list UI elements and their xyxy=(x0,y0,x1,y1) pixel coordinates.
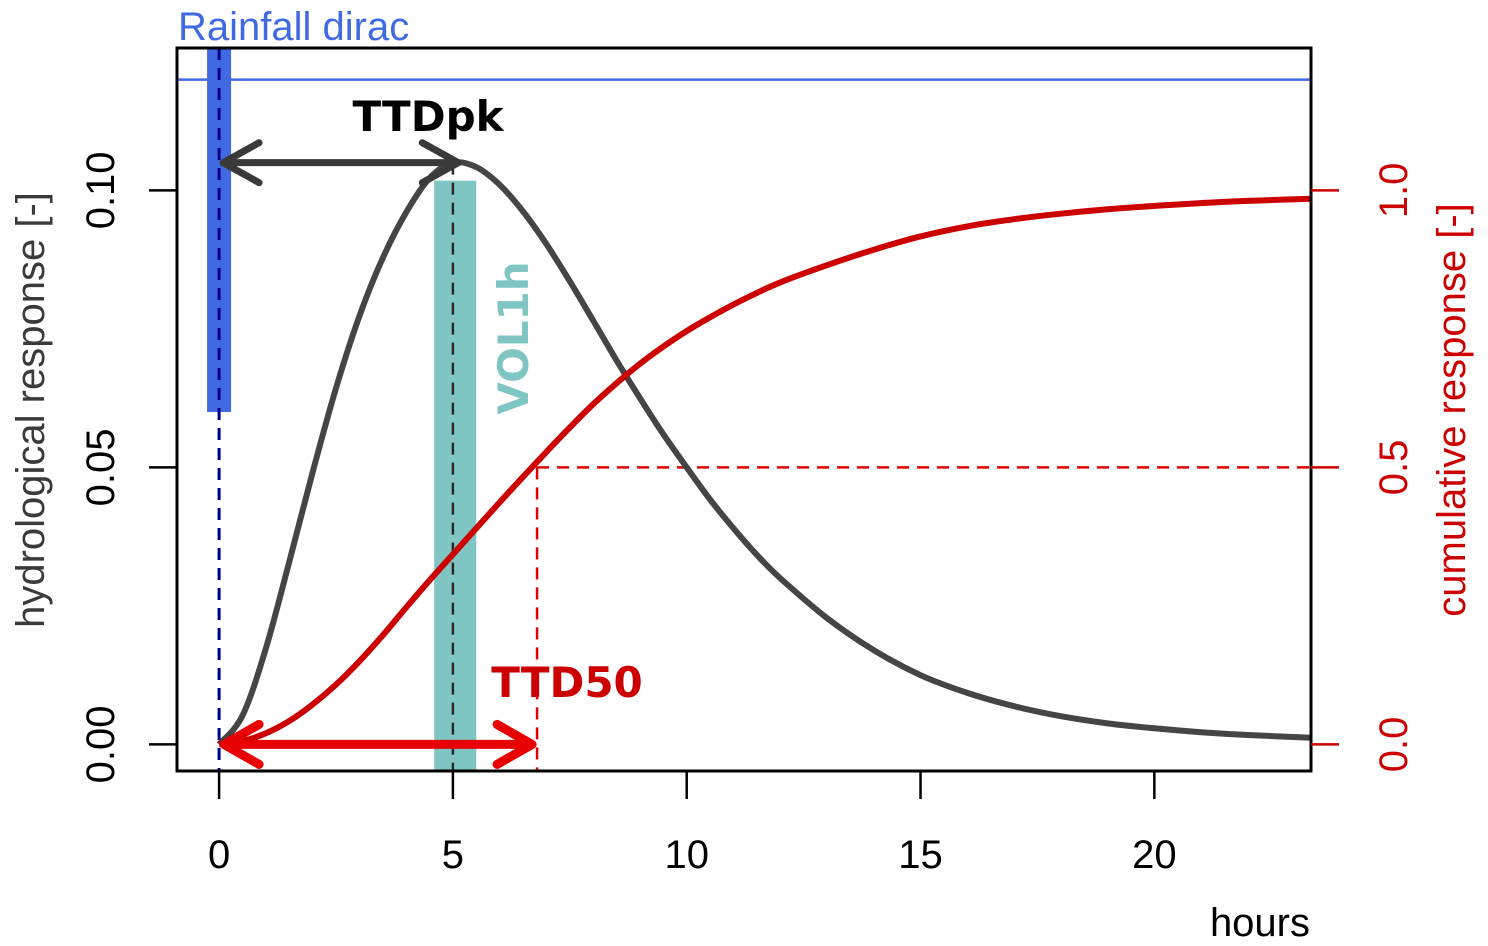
y-left-tick-label: 0.00 xyxy=(79,705,123,783)
y-left-tick-label: 0.10 xyxy=(79,151,123,229)
ttdpk-arrowhead-right xyxy=(418,139,462,187)
right-y-axis-title: cumulative response [-] xyxy=(1430,203,1474,617)
ttdpk-arrowhead-left xyxy=(219,139,263,187)
rainfall-label: Rainfall dirac xyxy=(178,5,409,49)
y-right-tick-label: 0.5 xyxy=(1372,440,1416,496)
ttd50-label: TTD50 xyxy=(491,658,643,707)
x-tick-label: 20 xyxy=(1132,833,1177,877)
y-right-tick-label: 0.0 xyxy=(1372,717,1416,773)
right-y-axis: 0.0 0.5 1.0 xyxy=(1311,163,1416,773)
ttd50-arrowhead-left xyxy=(219,719,264,769)
cumulative-response-line xyxy=(218,195,1311,748)
ttd50-arrowhead-right xyxy=(492,719,537,769)
y-left-tick-label: 0.05 xyxy=(79,428,123,506)
left-y-axis: 0.00 0.05 0.10 xyxy=(79,151,177,783)
x-axis-title: hours xyxy=(1210,901,1310,945)
vol1h-label: VOL1h xyxy=(489,261,538,414)
x-tick-label: 0 xyxy=(208,833,230,877)
hydrological-response-line xyxy=(216,159,1311,747)
x-tick-label: 5 xyxy=(442,833,464,877)
y-right-tick-label: 1.0 xyxy=(1372,163,1416,219)
x-tick-label: 10 xyxy=(664,833,709,877)
x-tick-label: 15 xyxy=(898,833,943,877)
vol1h-bar xyxy=(434,180,477,771)
ttdpk-label: TTDpk xyxy=(352,92,504,141)
x-axis: 0 5 10 15 20 xyxy=(208,771,1177,877)
plot-frame xyxy=(175,46,1313,773)
left-y-axis-title: hydrological response [-] xyxy=(9,192,53,628)
